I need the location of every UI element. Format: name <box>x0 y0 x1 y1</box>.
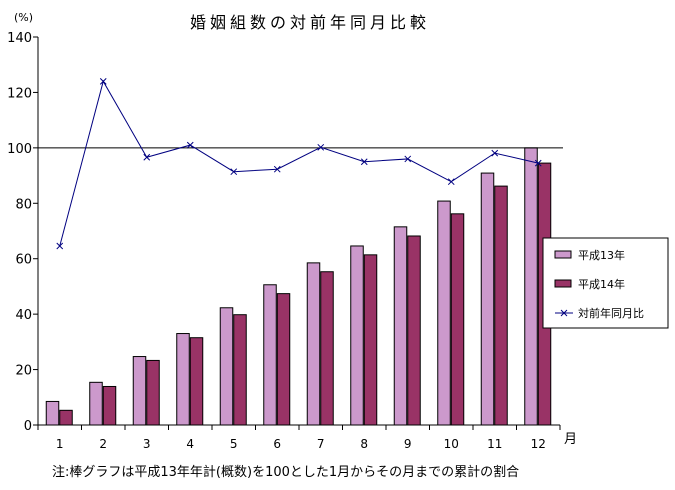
bar-h13 <box>176 333 190 426</box>
y-tick-label: 140 <box>7 31 32 46</box>
ratio-marker <box>534 159 542 167</box>
x-tick-label: 4 <box>186 437 194 451</box>
bar-h13 <box>89 381 103 426</box>
bar-h14 <box>233 314 247 426</box>
x-tick-label: 1 <box>56 437 64 451</box>
y-tick-label: 0 <box>24 419 32 434</box>
y-axis-label: (%) <box>14 11 33 24</box>
x-tick-label: 8 <box>360 437 368 451</box>
legend-label: 平成13年 <box>578 248 625 262</box>
bar-h14 <box>320 271 334 426</box>
bar-h13 <box>393 226 408 426</box>
bar-h13 <box>524 147 538 426</box>
chart-title: 婚姻組数の対前年同月比較 <box>190 13 430 32</box>
x-axis-label: 月 <box>564 432 577 447</box>
x-tick-label: 10 <box>444 437 459 451</box>
y-tick-label: 120 <box>7 86 32 101</box>
legend-swatch <box>554 279 572 288</box>
y-tick-label: 20 <box>15 364 32 379</box>
bar-h14 <box>407 235 421 426</box>
bar-h14 <box>276 293 291 426</box>
ratio-marker <box>186 141 194 149</box>
y-tick-label: 100 <box>7 142 32 157</box>
x-tick-label: 11 <box>487 437 502 451</box>
bar-h13 <box>437 200 451 426</box>
bar-h13 <box>480 172 495 426</box>
bar-h14 <box>363 254 378 426</box>
ratio-line <box>59 80 539 247</box>
bar-h13 <box>263 284 277 426</box>
ratio-marker <box>317 143 325 151</box>
ratio-marker <box>447 178 455 186</box>
x-tick-label: 12 <box>531 437 546 451</box>
x-tick-label: 5 <box>230 437 238 451</box>
ratio-marker <box>491 149 499 157</box>
x-tick-label: 7 <box>317 437 325 451</box>
x-tick-label: 3 <box>143 437 151 451</box>
ratio-marker <box>230 168 238 176</box>
bar-h13 <box>132 356 147 426</box>
x-tick-label: 2 <box>99 437 107 451</box>
legend-label: 平成14年 <box>578 277 625 291</box>
bar-h14 <box>189 337 204 426</box>
ratio-marker <box>99 77 107 85</box>
x-tick-label: 6 <box>273 437 281 451</box>
bar-h14 <box>102 385 117 426</box>
bar-h14 <box>494 185 508 426</box>
y-tick-label: 80 <box>15 197 32 212</box>
y-tick-label: 40 <box>15 308 32 323</box>
legend-label: 対前年同月比 <box>578 306 644 320</box>
bar-h14 <box>59 409 73 426</box>
bar-h14 <box>146 359 160 426</box>
ratio-marker <box>56 242 64 250</box>
bar-h14 <box>450 213 465 426</box>
footnote: 注:棒グラフは平成13年年計(概数)を100とした1月からその月までの累計の割合 <box>52 464 519 480</box>
ratio-marker <box>404 155 412 163</box>
y-tick-label: 60 <box>15 253 32 268</box>
x-tick-label: 9 <box>404 437 412 451</box>
bar-h13 <box>219 307 234 426</box>
ratio-marker <box>360 158 368 166</box>
ratio-marker <box>143 153 151 161</box>
legend-marker <box>560 309 568 317</box>
bar-h13 <box>350 245 364 426</box>
legend-swatch <box>554 250 572 259</box>
bar-h13 <box>306 262 321 426</box>
bar-h13 <box>45 400 60 426</box>
ratio-marker <box>273 165 281 173</box>
